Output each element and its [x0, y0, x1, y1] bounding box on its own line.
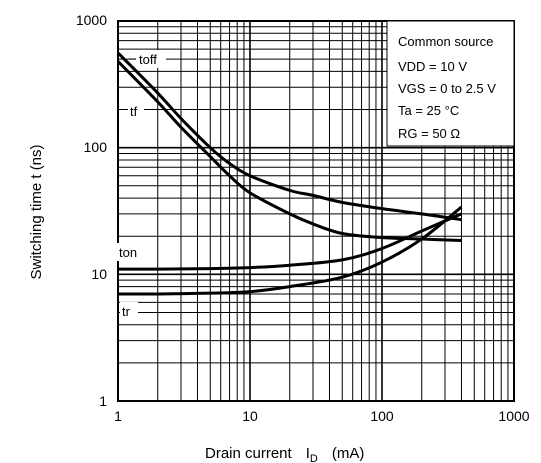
series-line-toff: [116, 51, 462, 222]
condition-line-2: VDD = 10 V: [398, 59, 467, 74]
series-line-tf: [116, 60, 462, 242]
x-tick-label-10: 10: [242, 408, 258, 424]
x-axis-title: Drain current ID (mA): [205, 445, 364, 463]
series-line-tr: [117, 205, 463, 296]
plot-frame: [117, 20, 515, 402]
series-label-ton: ton: [119, 245, 137, 260]
series-label-toff: toff: [139, 52, 157, 67]
series-line-ton: [117, 212, 463, 271]
x-tick-labels: 1 10 100 1000: [114, 408, 530, 424]
series-label-bg-ton: [117, 243, 143, 261]
series-label-bg-toff: [136, 50, 166, 68]
y-tick-label-1: 1: [99, 393, 107, 409]
condition-line-5: RG = 50 Ω: [398, 126, 460, 141]
series-label-tr: tr: [122, 304, 131, 319]
conditions-legend: Common source VDD = 10 V VGS = 0 to 2.5 …: [386, 20, 515, 147]
series-labels: toff tf ton tr: [117, 50, 166, 320]
y-tick-label-10: 10: [91, 266, 107, 282]
series-label-bg-tf: [128, 102, 144, 120]
series-label-tf: tf: [130, 104, 138, 119]
x-tick-label-1000: 1000: [498, 408, 529, 424]
x-tick-label-100: 100: [370, 408, 394, 424]
condition-line-1: Common source: [398, 34, 493, 49]
conditions-legend-box: [386, 20, 515, 147]
series-label-bg-tr: [120, 302, 138, 320]
series-group: [116, 51, 463, 296]
y-tick-labels: 1 10 100 1000: [76, 12, 107, 409]
y-axis-title: Switching time t (ns): [28, 144, 45, 279]
x-tick-label-1: 1: [114, 408, 122, 424]
condition-line-4: Ta = 25 °C: [398, 103, 459, 118]
condition-line-3: VGS = 0 to 2.5 V: [398, 81, 496, 96]
y-tick-label-100: 100: [84, 139, 108, 155]
y-tick-label-1000: 1000: [76, 12, 107, 28]
